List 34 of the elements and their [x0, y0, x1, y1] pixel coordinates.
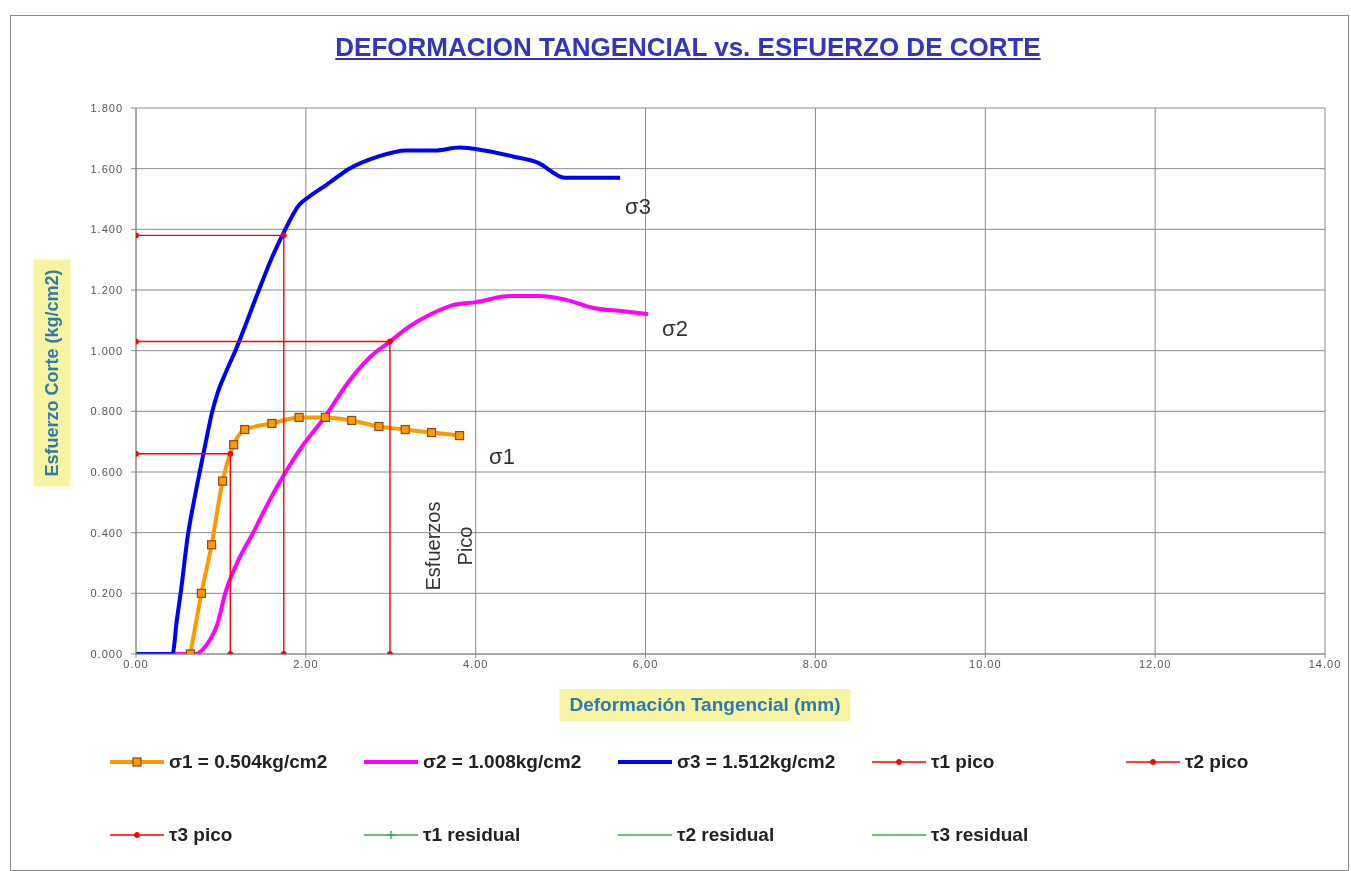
legend-label: τ3 residual [931, 824, 1029, 846]
legend-label: σ2 = 1.008kg/cm2 [423, 751, 582, 773]
x-tick-label: 2.00 [293, 657, 319, 670]
annotation: σ2 [662, 316, 688, 342]
x-tick-label: 8.00 [802, 657, 829, 670]
y-tick-label: 1.400 [90, 223, 123, 236]
x-tick-label: 6.00 [632, 657, 659, 670]
annotation: Esfuerzos Pico [421, 501, 477, 591]
chart-title: DEFORMACION TANGENCIAL vs. ESFUERZO DE CORTE [334, 31, 1042, 63]
y-tick-label: 0.600 [90, 465, 123, 478]
y-tick-label: 1.800 [90, 101, 123, 114]
y-tick-label: 0.000 [90, 647, 123, 660]
x-tick-label: 0.00 [123, 657, 149, 670]
legend-label: σ3 = 1.512kg/cm2 [677, 751, 836, 773]
legend-label: τ2 residual [677, 824, 775, 846]
y-tick-label: 1.200 [90, 283, 123, 296]
legend-label: τ2 pico [1185, 751, 1249, 773]
legend-label: τ1 residual [423, 824, 521, 846]
x-tick-label: 10.00 [969, 657, 1002, 670]
legend-label: τ1 pico [931, 751, 995, 773]
annotation: σ3 [625, 194, 651, 220]
y-axis-title: Esfuerzo Corte (kg/cm2) [33, 259, 71, 487]
legend-label: σ1 = 0.504kg/cm2 [169, 751, 328, 773]
x-tick-label: 14.00 [1308, 657, 1342, 670]
annotation: σ1 [489, 444, 515, 470]
y-tick-label: 1.600 [90, 162, 123, 175]
y-tick-label: 0.800 [90, 405, 123, 418]
y-tick-label: 0.200 [90, 587, 123, 600]
x-axis-title: Deformación Tangencial (mm) [559, 689, 851, 721]
legend-label: τ3 pico [169, 824, 233, 846]
x-tick-label: 4.00 [463, 657, 489, 670]
x-tick-label: 12.00 [1138, 657, 1172, 670]
y-tick-label: 1.000 [90, 344, 123, 357]
y-tick-label: 0.400 [90, 526, 123, 539]
